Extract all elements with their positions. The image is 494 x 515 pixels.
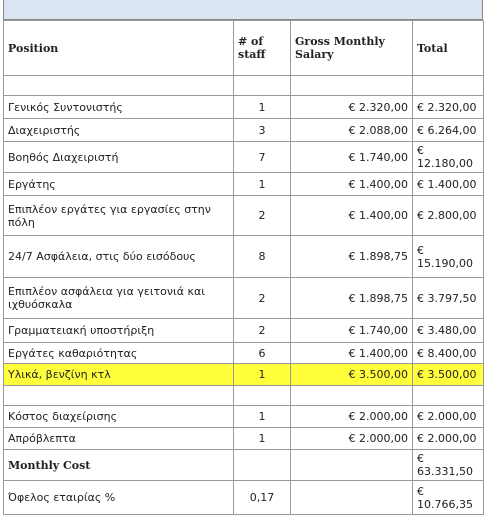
header-cell: Total: [412, 20, 484, 76]
page: Position # of staff Gross Monthly Salary…: [3, 0, 484, 515]
table-cell: 6: [233, 342, 291, 364]
table-row: Γραμματειακή υποστήριξη 2 € 1.740,00 € 3.48…: [3, 318, 484, 343]
table-row: Όφελος εταιρίας % 0,17 € 10.766,35: [3, 480, 484, 515]
table-cell: 2: [233, 195, 291, 236]
table-row: 24/7 Ασφάλεια, στις δύο εισόδους 8 € 1.898…: [3, 235, 484, 278]
header-row: Position # of staff Gross Monthly Salary…: [3, 20, 484, 76]
table-row: Υλικά, βενζίνη κτλ 1 € 3.500,00 € 3.500,00: [3, 363, 484, 386]
table-cell: Monthly Cost: [3, 449, 234, 481]
table-row: Κόστος διαχείρισης 1 € 2.000,00 € 2.000,00: [3, 405, 484, 428]
table-cell: € 2.088,00: [290, 118, 413, 142]
table-row: Διαχειριστής 3 € 2.088,00 € 6.264,00: [3, 118, 484, 142]
table-cell: Εργάτες καθαριότητας: [3, 342, 234, 364]
table-cell: € 15.190,00: [412, 235, 484, 278]
table-row: Βοηθός Διαχειριστή 7 € 1.740,00 € 12.180,00: [3, 141, 484, 173]
table-row: Εργάτες καθαριότητας 6 € 1.400,00 € 8.400,0…: [3, 342, 484, 364]
table-cell: Επιπλέον εργάτες για εργασίες στην πόλη: [3, 195, 234, 236]
table-cell: 3: [233, 118, 291, 142]
table-cell: € 2.320,00: [412, 95, 484, 119]
table-cell: 1: [233, 363, 291, 386]
table-cell: € 1.400,00: [290, 195, 413, 236]
table-cell: € 1.400,00: [412, 172, 484, 196]
table-row: Monthly Cost € 63.331,50: [3, 449, 484, 481]
table-cell: € 2.000,00: [290, 427, 413, 450]
table-cell: € 3.480,00: [412, 318, 484, 343]
table-cell: Γραμματειακή υποστήριξη: [3, 318, 234, 343]
table-cell: € 6.264,00: [412, 118, 484, 142]
table-cell: Διαχειριστής: [3, 118, 234, 142]
table-cell: € 1.400,00: [290, 172, 413, 196]
table-row: Απρόβλεπτα 1 € 2.000,00 € 2.000,00: [3, 427, 484, 450]
table-cell: [233, 449, 291, 481]
table-cell: € 1.400,00: [290, 342, 413, 364]
table-cell: Βοηθός Διαχειριστή: [3, 141, 234, 173]
table-cell: 2: [233, 318, 291, 343]
table-cell: € 10.766,35: [412, 480, 484, 515]
table-cell: € 63.331,50: [412, 449, 484, 481]
table-cell: € 1.898,75: [290, 235, 413, 278]
table-cell: Απρόβλεπτα: [3, 427, 234, 450]
spacer-row: [3, 385, 484, 406]
table-cell: € 2.320,00: [290, 95, 413, 119]
table-cell: [290, 449, 413, 481]
table-cell: € 12.180,00: [412, 141, 484, 173]
table-cell: € 3.500,00: [412, 363, 484, 386]
title-strip: [3, 0, 483, 20]
table-row: Επιπλέον εργάτες για εργασίες στην πόλη 2…: [3, 195, 484, 236]
table-cell: 0,17: [233, 480, 291, 515]
table-row: Επιπλέον ασφάλεια για γειτονιά και ιχθυό…: [3, 277, 484, 319]
table-row: Γενικός Συντονιστής 1 € 2.320,00 € 2.320,00: [3, 95, 484, 119]
table-cell: 8: [233, 235, 291, 278]
table-cell: € 1.898,75: [290, 277, 413, 319]
table-cell: 1: [233, 172, 291, 196]
table-cell: Εργάτης: [3, 172, 234, 196]
cost-table: Position # of staff Gross Monthly Salary…: [3, 20, 484, 515]
table-cell: 7: [233, 141, 291, 173]
table-cell: 1: [233, 405, 291, 428]
table-cell: Υλικά, βενζίνη κτλ: [3, 363, 234, 386]
table-cell: 1: [233, 95, 291, 119]
table-row: Εργάτης 1 € 1.400,00 € 1.400,00: [3, 172, 484, 196]
table-cell: € 3.797,50: [412, 277, 484, 319]
table-cell: Γενικός Συντονιστής: [3, 95, 234, 119]
table-cell: Επιπλέον ασφάλεια για γειτονιά και ιχθυό…: [3, 277, 234, 319]
header-cell: Position: [3, 20, 234, 76]
table-cell: € 8.400,00: [412, 342, 484, 364]
table-cell: Κόστος διαχείρισης: [3, 405, 234, 428]
table-cell: € 3.500,00: [290, 363, 413, 386]
spacer-row: [3, 75, 484, 96]
header-cell: Gross Monthly Salary: [290, 20, 413, 76]
table-cell: € 1.740,00: [290, 318, 413, 343]
header-cell: # of staff: [233, 20, 291, 76]
table-cell: € 1.740,00: [290, 141, 413, 173]
table-cell: 24/7 Ασφάλεια, στις δύο εισόδους: [3, 235, 234, 278]
table-cell: € 2.800,00: [412, 195, 484, 236]
table-cell: [290, 480, 413, 515]
table-cell: Όφελος εταιρίας %: [3, 480, 234, 515]
table-cell: € 2.000,00: [290, 405, 413, 428]
table-cell: € 2.000,00: [412, 405, 484, 428]
table-cell: 2: [233, 277, 291, 319]
table-cell: 1: [233, 427, 291, 450]
table-cell: € 2.000,00: [412, 427, 484, 450]
